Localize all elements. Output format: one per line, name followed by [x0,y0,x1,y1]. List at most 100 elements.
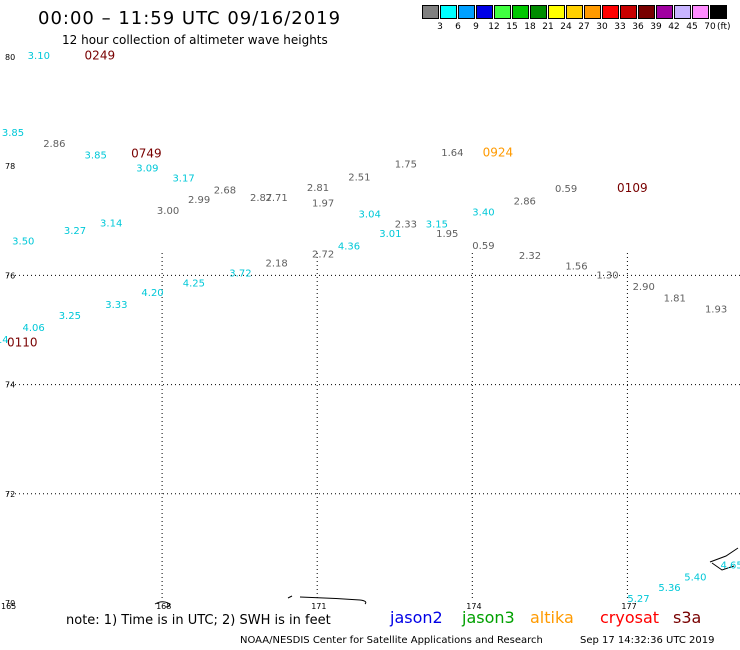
wave-height-labels: 3.10 3.85 2.86 3.85 3.09 3.17 2.68 2.872.71 2.81… [0,51,740,605]
latitude-label: 74 [5,381,15,390]
legend-swatch [602,5,619,19]
satellite-altika: altika [530,608,574,627]
wave-height-value: 2.18 [266,259,288,270]
wave-height-value: 2.86 [514,196,536,207]
wave-height-value: 2.72 [312,249,334,260]
legend-swatch [638,5,655,19]
legend-label: 18 [524,22,536,32]
legend-label: 21 [542,22,554,32]
wave-height-value: 2.87 [250,193,272,204]
wave-height-value: 2.90 [633,282,655,293]
legend-swatch [674,5,691,19]
wave-height-value: 2.81 [307,183,329,194]
footer-timestamp: Sep 17 14:32:36 UTC 2019 [580,635,715,646]
legend-swatch [512,5,529,19]
longitude-label: 177 [621,602,636,611]
satellite-jason2: jason2 [390,608,443,627]
wave-height-value: 2.71 [266,193,288,204]
wave-height-value: 3.85 [2,128,24,139]
legend-swatch [548,5,565,19]
wave-height-value: 2.33 [395,219,417,230]
wave-height-value: 3.09 [136,164,158,175]
footer-credit: NOAA/NESDIS Center for Satellite Applica… [240,635,543,646]
pass-time-label: 0249 [85,49,116,63]
wave-height-value: 1.75 [395,159,417,170]
legend-label: 27 [578,22,590,32]
legend-label: 6 [455,22,461,32]
legend-swatch [440,5,457,19]
legend-label: 30 [596,22,608,32]
pass-time-labels: 0249074909240109074801100111 [7,49,648,350]
wave-height-value: 1.64 [441,148,463,159]
wave-height-value: 0.59 [472,241,494,252]
wave-height-value: 4.06 [23,323,45,334]
legend-swatch [566,5,583,19]
wave-height-value: 0.59 [555,184,577,195]
legend-swatch [422,5,439,19]
longitude-label: 165 [1,602,16,611]
legend-label: 3 [437,22,443,32]
legend-swatch [530,5,547,19]
legend-label: 36 [632,22,644,32]
wave-height-value: 3.14 [100,218,122,229]
wave-height-value: 3.10 [28,51,50,62]
wave-height-value: 2.51 [348,172,370,183]
wave-height-value: 3.15 [426,219,448,230]
wave-height-value: 3.17 [172,173,194,184]
legend-swatch [656,5,673,19]
map-title: 00:00 – 11:59 UTC 09/16/2019 [38,8,342,29]
coastline [154,547,739,608]
wave-height-value: 3.01 [379,229,401,240]
wave-height-value: 2.99 [188,195,210,206]
legend-swatch [476,5,493,19]
coastline-segment [287,595,367,605]
wave-height-value: 4.65 [720,561,740,572]
wave-height-value: 3.00 [157,206,179,217]
wave-height-value: 5.40 [684,573,706,584]
legend-label: 33 [614,22,626,32]
legend-unit: (ft) [717,22,731,32]
pass-time-label: 0749 [131,146,162,160]
wave-height-value: 1.95 [436,229,458,240]
wave-height-value: 3.33 [105,300,127,311]
legend-swatch [494,5,511,19]
wave-height-value: 4.20 [141,288,163,299]
satellite-cryosat: cryosat [600,608,660,627]
latitude-label: 72 [5,490,15,499]
wave-height-value: 4.36 [338,242,360,253]
wave-height-value: 3.04 [359,210,381,221]
legend-swatch [458,5,475,19]
wave-height-value: 1.97 [312,199,334,210]
latitude-label: 76 [5,271,15,280]
wave-height-value: 1.56 [565,261,587,272]
legend-label: 70 [704,22,716,32]
latitude-label: 70 [5,599,15,608]
wave-height-value: 3.50 [12,236,34,247]
coastline-segment [154,601,171,608]
wave-height-value: 3.40 [472,207,494,218]
legend-label: 15 [506,22,518,32]
legend-swatch [710,5,727,19]
wave-height-value: 3.25 [59,311,81,322]
legend-label: 9 [473,22,479,32]
pass-time-label: 0110 [7,335,38,349]
wave-height-value: 3.72 [229,268,251,279]
wave-height-value: 2.68 [214,186,236,197]
legend-swatch [692,5,709,19]
satellite-jason3: jason3 [462,608,515,627]
pass-time-label: 0109 [617,181,648,195]
wave-height-value: 3.85 [85,151,107,162]
wave-height-value: 2.86 [43,139,65,150]
legend-label: 39 [650,22,662,32]
legend-label: 12 [488,22,500,32]
latitude-label: 78 [5,162,15,171]
wave-height-value: 1.93 [705,305,727,316]
wave-height-value: 4.14 [0,335,9,346]
longitude-label: 174 [466,602,481,611]
legend-label: 42 [668,22,680,32]
wave-height-value: 5.36 [658,583,680,594]
legend-label: 24 [560,22,572,32]
legend-swatch [620,5,637,19]
wave-height-value: 1.30 [596,271,618,282]
